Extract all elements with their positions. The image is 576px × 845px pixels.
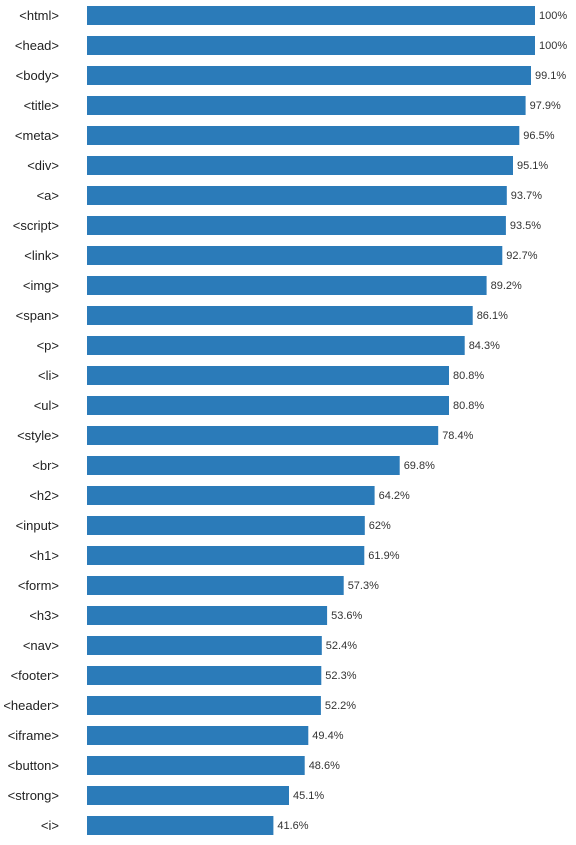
bar	[87, 96, 526, 115]
category-label: <iframe>	[8, 728, 59, 743]
value-label: 64.2%	[379, 490, 410, 502]
category-label: <head>	[15, 38, 59, 53]
bar	[87, 36, 535, 55]
value-label: 100%	[539, 40, 567, 52]
category-label: <form>	[18, 578, 59, 593]
category-label: <button>	[8, 758, 59, 773]
value-label: 62%	[369, 520, 391, 532]
value-label: 52.2%	[325, 700, 356, 712]
value-label: 57.3%	[348, 580, 379, 592]
bar	[87, 786, 289, 805]
category-label: <nav>	[23, 638, 59, 653]
bar	[87, 186, 507, 205]
category-label: <i>	[41, 818, 59, 833]
value-label: 49.4%	[312, 730, 343, 742]
bar	[87, 276, 487, 295]
category-label: <input>	[16, 518, 59, 533]
value-label: 96.5%	[523, 130, 554, 142]
bar	[87, 606, 328, 625]
bar	[87, 66, 531, 85]
bar	[87, 426, 439, 445]
value-label: 52.4%	[326, 640, 357, 652]
category-label: <div>	[27, 158, 59, 173]
bar	[87, 126, 520, 145]
category-label: <header>	[3, 698, 59, 713]
category-label: <meta>	[15, 128, 59, 143]
category-label: <style>	[17, 428, 59, 443]
category-label: <span>	[16, 308, 59, 323]
bar	[87, 816, 274, 835]
value-label: 89.2%	[491, 280, 522, 292]
bar	[87, 666, 322, 685]
bar	[87, 366, 449, 385]
category-label: <ul>	[34, 398, 59, 413]
value-label: 84.3%	[469, 340, 500, 352]
bar	[87, 6, 535, 25]
category-label: <a>	[37, 188, 59, 203]
bar	[87, 216, 506, 235]
bar	[87, 726, 309, 745]
bar	[87, 696, 321, 715]
category-label: <title>	[24, 98, 59, 113]
category-label: <body>	[16, 68, 59, 83]
bar	[87, 486, 375, 505]
bar	[87, 636, 322, 655]
value-label: 99.1%	[535, 70, 566, 82]
category-label: <h3>	[29, 608, 59, 623]
value-label: 80.8%	[453, 400, 484, 412]
category-label: <br>	[32, 458, 59, 473]
value-label: 97.9%	[530, 100, 561, 112]
bar	[87, 546, 365, 565]
bar	[87, 396, 449, 415]
bar	[87, 246, 503, 265]
value-label: 86.1%	[477, 310, 508, 322]
value-label: 100%	[539, 10, 567, 22]
category-label: <link>	[24, 248, 59, 263]
bar	[87, 456, 400, 475]
category-label: <img>	[23, 278, 59, 293]
category-label: <html>	[19, 8, 59, 23]
bar	[87, 756, 305, 775]
value-label: 61.9%	[368, 550, 399, 562]
value-label: 48.6%	[309, 760, 340, 772]
value-label: 95.1%	[517, 160, 548, 172]
value-label: 52.3%	[325, 670, 356, 682]
bar	[87, 156, 513, 175]
category-label: <h2>	[29, 488, 59, 503]
value-label: 45.1%	[293, 790, 324, 802]
value-label: 41.6%	[277, 820, 308, 832]
category-label: <footer>	[11, 668, 59, 683]
category-label: <p>	[37, 338, 59, 353]
value-label: 78.4%	[442, 430, 473, 442]
category-label: <li>	[38, 368, 59, 383]
bar	[87, 306, 473, 325]
category-label: <h1>	[29, 548, 59, 563]
value-label: 80.8%	[453, 370, 484, 382]
bar	[87, 336, 465, 355]
category-label: <strong>	[8, 788, 59, 803]
value-label: 93.7%	[511, 190, 542, 202]
bar	[87, 576, 344, 595]
value-label: 69.8%	[404, 460, 435, 472]
value-label: 92.7%	[506, 250, 537, 262]
value-label: 93.5%	[510, 220, 541, 232]
value-label: 53.6%	[331, 610, 362, 622]
bar	[87, 516, 365, 535]
category-label: <script>	[13, 218, 59, 233]
